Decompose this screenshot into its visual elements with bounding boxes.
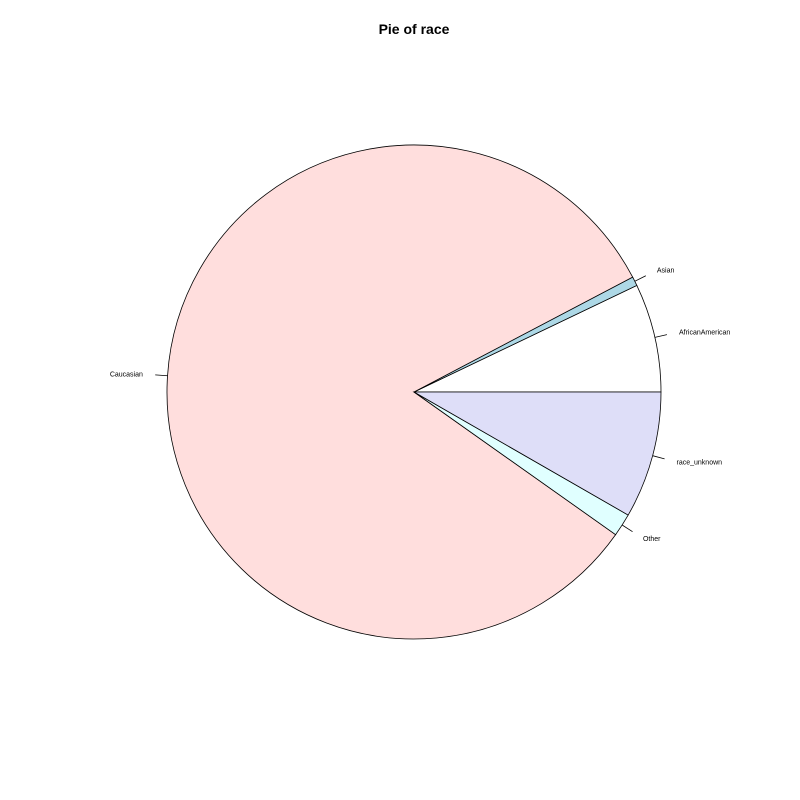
label-tick-other: [621, 524, 633, 532]
pie-slices: [166, 144, 662, 640]
label-tick-caucasian: [155, 374, 168, 377]
slice-label-africanamerican: AfricanAmerican: [679, 329, 730, 336]
label-tick-race-unknown: [652, 455, 665, 460]
pie-labels: AfricanAmerican Asian Caucasian Other race_u…: [110, 268, 731, 543]
slice-africanamerican: [413, 284, 662, 393]
slice-label-asian: Asian: [657, 268, 675, 275]
slice-race-unknown: [412, 391, 662, 516]
chart-title: Pie of race: [378, 21, 450, 37]
label-tick-africanamerican: [654, 334, 668, 338]
slice-label-caucasian: Caucasian: [110, 372, 143, 379]
slice-label-race-unknown: race_unknown: [677, 460, 723, 467]
slice-label-other: Other: [643, 536, 661, 543]
label-tick-asian: [634, 275, 646, 282]
